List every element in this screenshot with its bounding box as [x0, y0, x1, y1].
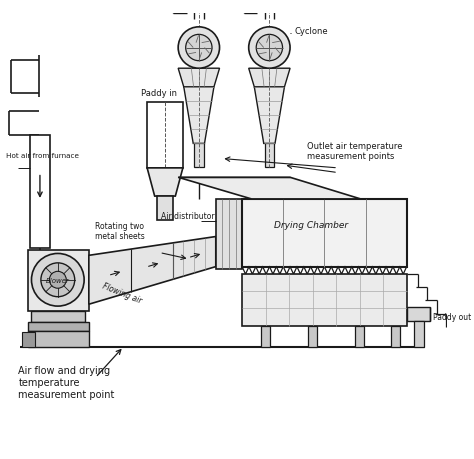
- Bar: [264, 144, 274, 168]
- Bar: [407, 308, 430, 321]
- Polygon shape: [178, 69, 219, 88]
- Bar: [22, 333, 35, 347]
- Polygon shape: [249, 69, 290, 88]
- Text: Flowing air: Flowing air: [101, 281, 143, 305]
- Polygon shape: [89, 237, 216, 305]
- Bar: [27, 322, 89, 332]
- Polygon shape: [147, 168, 183, 196]
- Bar: [27, 250, 89, 311]
- Polygon shape: [255, 88, 284, 144]
- Text: Paddy out: Paddy out: [433, 312, 471, 321]
- Text: Blower: Blower: [46, 277, 70, 283]
- Text: Air flow and drying
temperature
measurement point: Air flow and drying temperature measurem…: [18, 365, 115, 399]
- Bar: [242, 274, 407, 326]
- Bar: [308, 326, 317, 347]
- Bar: [157, 196, 173, 220]
- Bar: [242, 200, 407, 267]
- Bar: [216, 200, 242, 270]
- Bar: [355, 326, 365, 347]
- Circle shape: [31, 254, 84, 307]
- Text: Hot air from furnace: Hot air from furnace: [6, 152, 79, 158]
- Circle shape: [249, 28, 290, 69]
- Bar: [147, 103, 183, 168]
- Polygon shape: [178, 178, 361, 200]
- Polygon shape: [184, 88, 214, 144]
- Text: Drying Chamber: Drying Chamber: [274, 221, 348, 230]
- Text: Rotating two
metal sheets: Rotating two metal sheets: [95, 222, 145, 241]
- Text: Air distributor: Air distributor: [161, 211, 215, 220]
- Circle shape: [178, 28, 219, 69]
- Text: Paddy in: Paddy in: [141, 90, 176, 98]
- Bar: [414, 321, 424, 347]
- Bar: [261, 326, 270, 347]
- Text: Outlet air temperature
measurement points: Outlet air temperature measurement point…: [307, 142, 402, 161]
- Circle shape: [186, 35, 212, 62]
- Circle shape: [256, 35, 283, 62]
- Bar: [29, 136, 50, 248]
- Bar: [391, 326, 400, 347]
- Bar: [194, 144, 203, 168]
- Bar: [27, 332, 89, 347]
- Circle shape: [41, 263, 75, 297]
- Text: Cyclone: Cyclone: [295, 28, 328, 36]
- Bar: [31, 311, 85, 322]
- Circle shape: [49, 272, 66, 289]
